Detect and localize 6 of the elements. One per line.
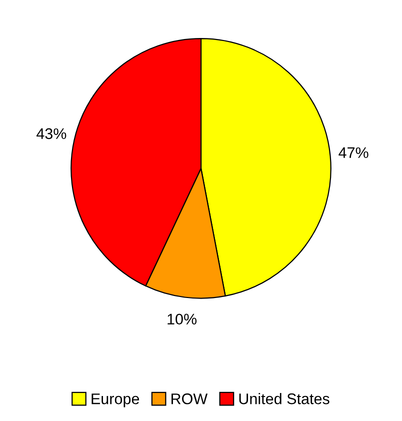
data-label: 10%: [168, 314, 197, 325]
data-label: 47%: [338, 147, 368, 158]
legend-label: ROW: [172, 393, 208, 404]
data-label: 43%: [36, 128, 66, 140]
legend-label: United States: [239, 393, 330, 404]
legend-label: Europe: [92, 394, 140, 408]
